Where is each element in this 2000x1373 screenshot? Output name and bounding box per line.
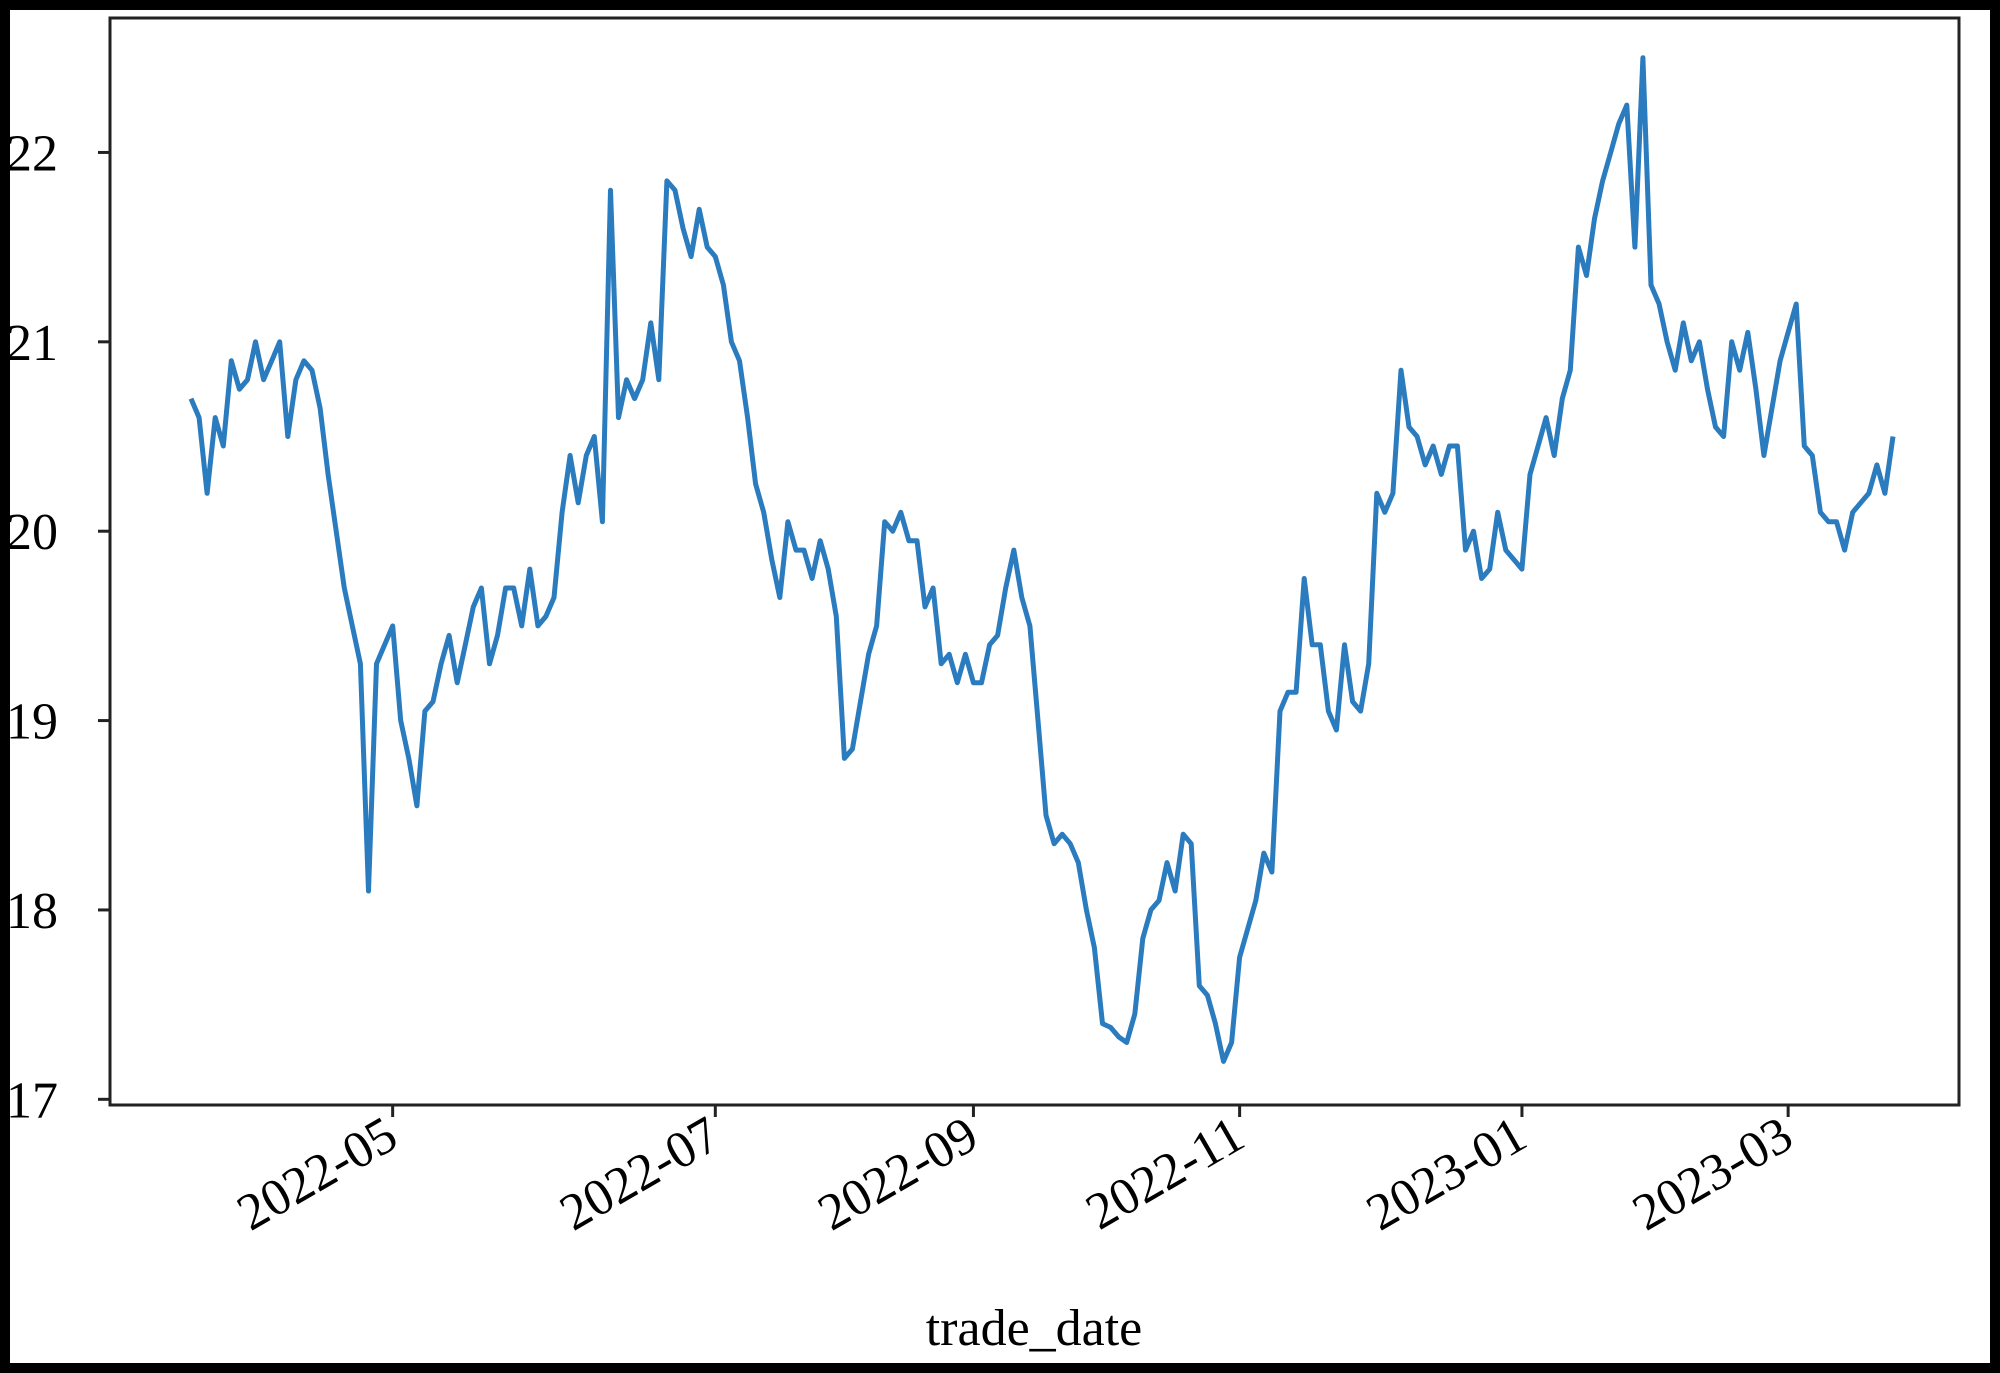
- y-tick-label: 18: [6, 883, 58, 940]
- y-tick-label: 22: [6, 125, 58, 182]
- y-tick-label: 19: [6, 694, 58, 751]
- line-series: [188, 55, 1896, 1064]
- y-tick-label: 17: [6, 1072, 58, 1129]
- plot-area: [108, 16, 1961, 1107]
- y-tick-label: 20: [6, 504, 58, 561]
- x-axis-label: trade_date: [926, 1300, 1143, 1357]
- y-tick-label: 21: [6, 315, 58, 372]
